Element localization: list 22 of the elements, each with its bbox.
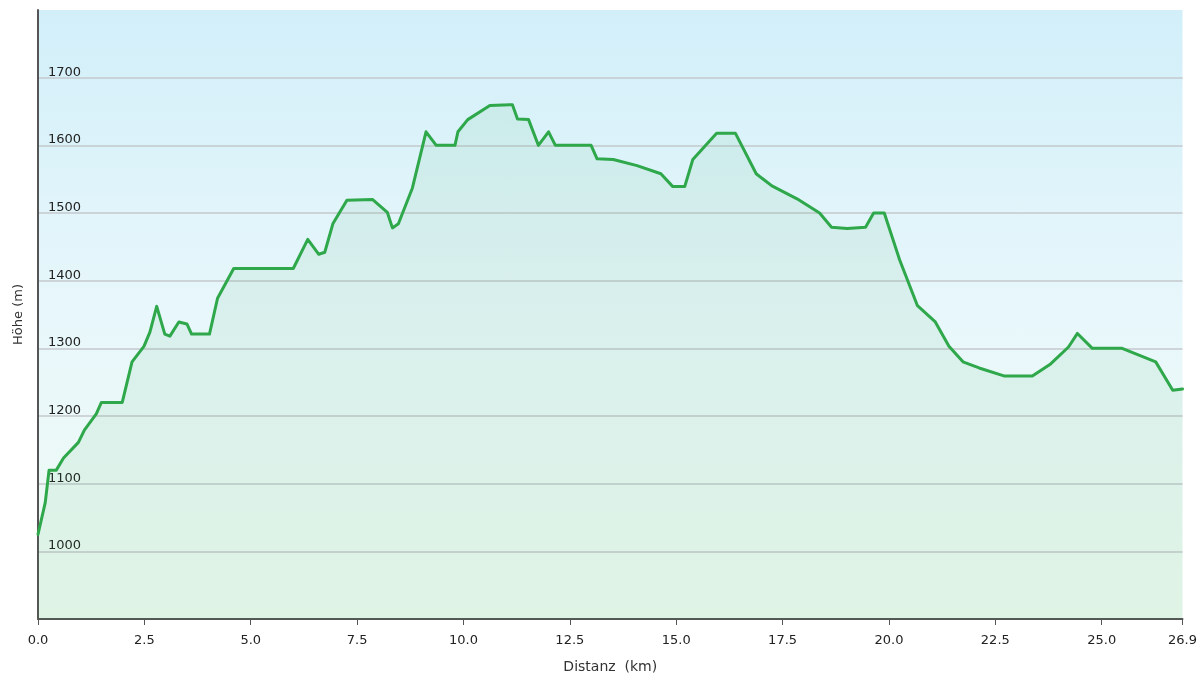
y-tick-label: 1000 [48,537,82,553]
x-tick-label: 20.0 [874,632,904,647]
y-tick-label: 1700 [48,63,82,79]
x-tick-label: 25.0 [1087,632,1117,647]
x-tick-label: 2.5 [134,632,155,647]
x-tick-label: 22.5 [980,632,1010,647]
x-tick-label: 12.5 [555,632,585,647]
x-axis-title: Distanz (km) [563,658,658,674]
x-tick-label: 10.0 [449,632,478,647]
x-tick-label: 15.0 [661,632,691,647]
y-tick-label: 1600 [48,131,82,147]
y-tick-label: 1100 [48,469,82,485]
x-tick-label: 0.0 [27,632,49,647]
x-tick-label: 26.9 [1168,632,1197,647]
x-tick-label: 7.5 [346,632,368,647]
x-tick-label: 5.0 [240,632,262,647]
y-tick-label: 1300 [48,334,82,350]
y-tick-label: 1400 [48,266,82,282]
y-tick-label: 1200 [48,402,82,417]
y-axis-title: Höhe (m) [10,284,25,345]
y-tick-label: 1500 [48,199,82,214]
x-tick-label: 17.5 [768,632,798,647]
